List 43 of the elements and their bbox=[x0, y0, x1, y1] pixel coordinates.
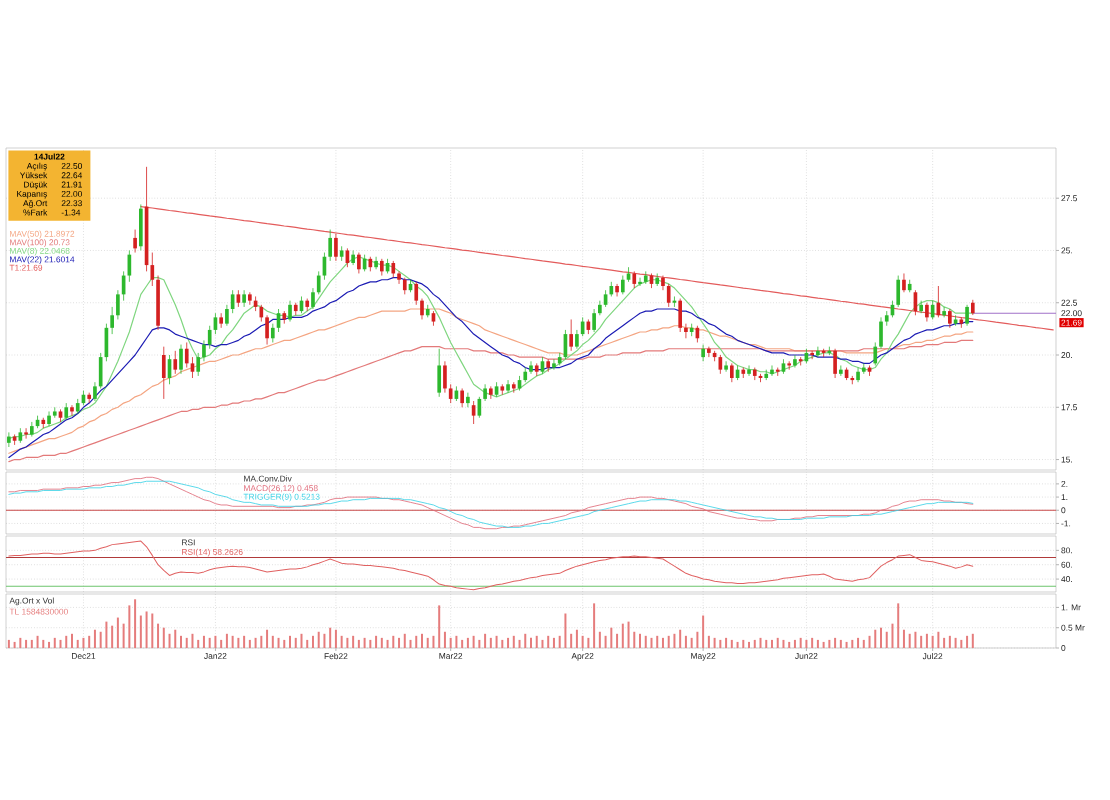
candlestick bbox=[707, 346, 711, 358]
candlestick bbox=[816, 346, 820, 358]
candlestick bbox=[793, 354, 797, 368]
candlestick bbox=[747, 365, 751, 377]
candlestick bbox=[288, 300, 292, 322]
candlestick bbox=[529, 360, 533, 375]
candlestick bbox=[47, 411, 51, 427]
candlestick bbox=[965, 304, 969, 327]
candlestick bbox=[592, 308, 596, 333]
candlestick bbox=[902, 273, 906, 293]
candlestick bbox=[437, 348, 442, 398]
candlestick bbox=[248, 291, 252, 306]
candlestick bbox=[70, 404, 74, 417]
candlestick bbox=[374, 256, 378, 270]
candlestick bbox=[357, 252, 361, 274]
candlestick bbox=[942, 306, 946, 318]
candlestick bbox=[569, 319, 573, 352]
candlestick bbox=[466, 392, 470, 408]
candlestick bbox=[24, 427, 28, 440]
candlestick bbox=[678, 298, 683, 333]
candlestick bbox=[139, 204, 143, 251]
candlestick bbox=[770, 365, 774, 377]
candlestick bbox=[620, 275, 625, 295]
candlestick bbox=[701, 344, 705, 362]
candlestick bbox=[666, 283, 671, 308]
candlestick bbox=[7, 431, 11, 448]
candlestick bbox=[334, 233, 338, 262]
candlestick bbox=[460, 388, 464, 408]
candlestick bbox=[856, 367, 860, 383]
candlestick bbox=[242, 289, 246, 308]
candlestick bbox=[724, 360, 728, 373]
candlestick bbox=[173, 350, 178, 375]
candlestick bbox=[615, 283, 619, 297]
candlestick bbox=[948, 308, 952, 329]
candlestick bbox=[133, 229, 137, 253]
candlestick bbox=[161, 346, 166, 400]
candlestick bbox=[506, 379, 510, 394]
candlestick bbox=[833, 348, 837, 379]
candlestick bbox=[925, 302, 929, 322]
candlestick bbox=[552, 358, 556, 371]
candlestick bbox=[729, 362, 734, 383]
candlestick bbox=[179, 344, 183, 375]
candlestick bbox=[351, 250, 355, 266]
